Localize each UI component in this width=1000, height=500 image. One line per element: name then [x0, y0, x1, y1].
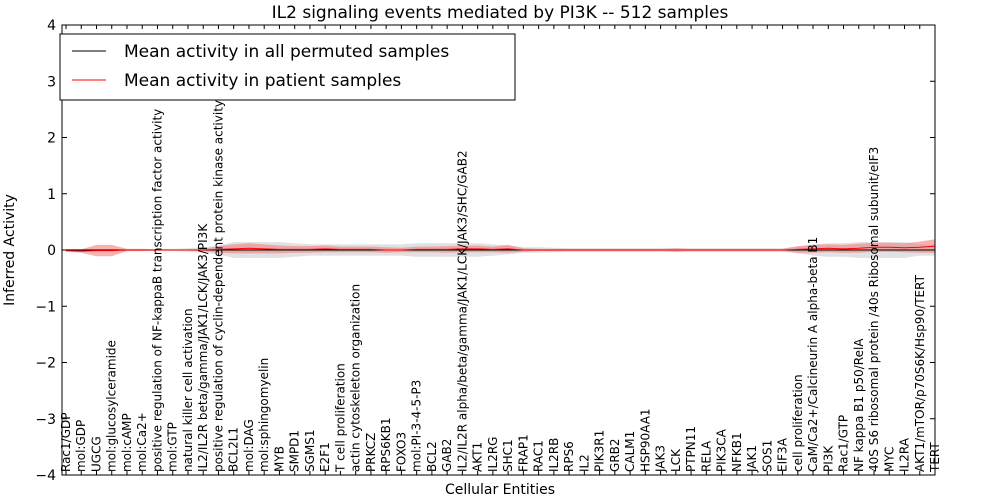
legend: Mean activity in all permuted samples Me…	[59, 33, 516, 101]
x-tick-label: mol:sphingomyelin	[257, 358, 271, 472]
x-axis-ticks: Rac1/GDP mol:GDP UGCG mol:glucosylceramide m…	[59, 25, 942, 475]
x-tick-label: HSP90AA1	[638, 408, 652, 472]
x-tick-label: natural killer cell activation	[181, 308, 195, 472]
x-tick-label: TERT	[928, 442, 942, 473]
x-tick-label: CaM/Ca2+/Calcineurin A alpha-beta B1	[806, 237, 820, 472]
x-tick-label: mol:Ca2+	[135, 412, 149, 472]
x-tick-label: mol:cAMP	[120, 413, 134, 472]
x-tick-label: RELA	[699, 440, 713, 472]
x-tick-label: BCL2	[425, 441, 439, 472]
x-tick-label: IL2RG	[486, 437, 500, 473]
series-lines	[65, 245, 936, 252]
x-tick-label: GRB2	[608, 438, 622, 472]
x-tick-label: NFKB1	[730, 432, 744, 472]
x-tick-label: JAK3	[654, 445, 668, 473]
x-tick-label: PI3K	[821, 445, 835, 472]
x-tick-label: LCK	[669, 448, 683, 472]
x-tick-label: actin cytoskeleton organization	[349, 284, 363, 472]
legend-label-patient: Mean activity in patient samples	[124, 71, 401, 91]
x-tick-label: Rac1/GTP	[837, 415, 851, 472]
x-tick-label: mol:GDP	[74, 420, 88, 472]
x-tick-label: PIK3CA	[715, 428, 729, 472]
x-tick-label: RAC1	[532, 440, 546, 472]
x-tick-label: AKT1	[471, 442, 485, 472]
x-tick-label: E2F1	[318, 442, 332, 472]
x-tick-label: CALM1	[623, 431, 637, 472]
x-tick-label: AKT1/mTOR/p70S6K/Hsp90/TERT	[913, 274, 927, 472]
y-tick-label: 4	[47, 18, 56, 34]
x-tick-label: PIK3R1	[593, 430, 607, 472]
band-patient	[66, 239, 935, 257]
x-tick-label: JAK1	[745, 445, 759, 473]
x-tick-label: SGMS1	[303, 429, 317, 472]
x-tick-label: IL2RB	[547, 438, 561, 472]
x-tick-label: SHC1	[501, 439, 515, 472]
x-tick-label: IL2	[577, 454, 591, 472]
x-tick-label: IL2RA	[898, 437, 912, 472]
y-axis-label: Inferred Activity	[2, 194, 18, 306]
x-tick-label: UGCG	[90, 436, 104, 472]
legend-box	[59, 33, 516, 101]
y-tick-label: −2	[35, 356, 56, 372]
x-tick-label: cell proliferation	[791, 374, 805, 472]
y-tick-label: 3	[47, 74, 56, 90]
x-tick-label: GAB2	[440, 439, 454, 472]
x-tick-label: SMPD1	[288, 430, 302, 472]
x-tick-label: FOXO3	[394, 432, 408, 472]
x-tick-label: FRAP1	[516, 434, 530, 472]
y-tick-label: 2	[47, 131, 56, 147]
y-tick-label: −3	[35, 412, 56, 428]
y-tick-label: 0	[47, 243, 56, 259]
x-tick-label: T cell proliferation	[333, 363, 347, 473]
y-axis-ticks: −4 −3 −2 −1 0 1 2 3 4	[35, 18, 935, 484]
y-tick-label: −1	[35, 299, 56, 315]
x-tick-label: EIF3A	[776, 437, 790, 472]
x-tick-label: mol:DAG	[242, 419, 256, 472]
x-tick-label: NF kappa B1 p50/RelA	[852, 338, 866, 472]
y-tick-label: 1	[47, 187, 56, 203]
x-axis-label: Cellular Entities	[445, 482, 555, 498]
x-tick-label: mol:PI-3-4-5-P3	[410, 380, 424, 472]
x-tick-label: RPS6	[562, 441, 576, 472]
x-tick-label: IL2/IL2R alpha/beta/gamma/JAK1/LCK/JAK3/…	[455, 150, 469, 472]
x-tick-label: RPS6KB1	[379, 417, 393, 472]
x-tick-label: positive regulation of cyclin-dependent …	[212, 100, 226, 472]
x-tick-label: mol:GTP	[166, 422, 180, 472]
x-tick-label: mol:glucosylceramide	[105, 340, 119, 472]
x-tick-label: positive regulation of NF-kappaB transcr…	[151, 109, 165, 472]
chart-title: IL2 signaling events mediated by PI3K --…	[272, 3, 729, 23]
x-tick-label: PTPN11	[684, 426, 698, 472]
x-tick-label: MYC	[882, 447, 896, 472]
x-tick-label: IL2/IL2R beta/gamma/JAK1/LCK/JAK3/PI3K	[196, 223, 210, 472]
x-tick-label: MYB	[272, 446, 286, 472]
x-tick-label: Rac1/GDP	[59, 413, 73, 472]
x-tick-label: SOS1	[760, 440, 774, 472]
x-tick-label: PRKCZ	[364, 433, 378, 472]
y-tick-label: −4	[35, 468, 56, 484]
x-tick-label: BCL2L1	[227, 427, 241, 472]
line-patient	[65, 245, 936, 252]
legend-label-permuted: Mean activity in all permuted samples	[124, 42, 449, 62]
x-tick-label: 40S S6 ribosomal protein /40s Ribosomal …	[867, 147, 881, 472]
